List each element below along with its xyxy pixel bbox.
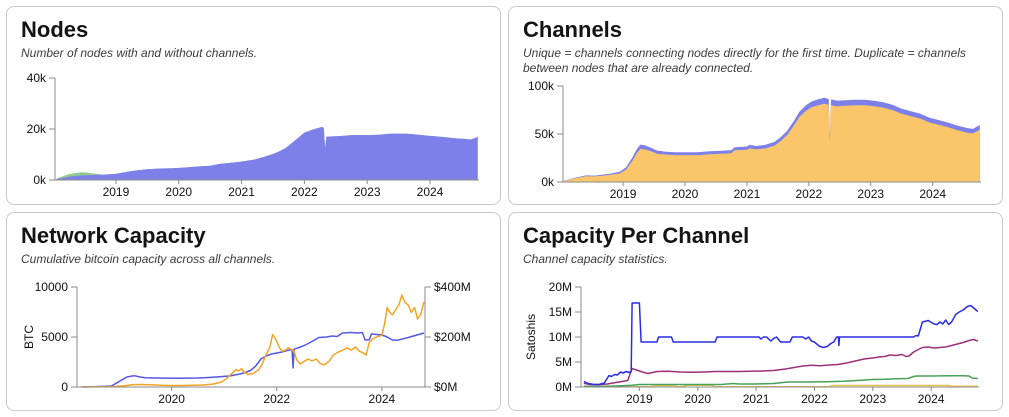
- y-tick-label: 10M: [549, 330, 572, 344]
- capacity-per-channel-chart[interactable]: 0M 5M 10M 15M 20M 2019 2020 2021 2022 2023 2024 Sat…: [523, 277, 987, 411]
- y-tick-label-right: $400M: [434, 280, 471, 294]
- x-tick-label: 2023: [859, 392, 886, 406]
- x-tick-label: 2021: [734, 187, 761, 201]
- x-tick-label: 2020: [684, 392, 711, 406]
- y-axis-title: BTC: [22, 325, 36, 349]
- y-tick-label: 20k: [27, 122, 47, 136]
- y-tick-label: 5000: [41, 330, 68, 344]
- x-tick-label: 2023: [354, 185, 381, 199]
- x-tick-label: 2020: [165, 185, 192, 199]
- y-tick-label-right: $200M: [434, 330, 471, 344]
- x-tick-label: 2020: [672, 187, 699, 201]
- x-tick-label: 2019: [103, 185, 130, 199]
- channels-card: Channels Unique = channels connecting no…: [508, 6, 1003, 205]
- y-tick-label: 0k: [541, 175, 555, 189]
- unique-channels-area: [564, 103, 980, 182]
- network-capacity-card: Network Capacity Cumulative bitcoin capa…: [6, 212, 501, 411]
- channels-card-subtitle: Unique = channels connecting nodes direc…: [523, 46, 966, 75]
- stat-purple-line: [583, 338, 979, 386]
- y-tick-label: 5M: [555, 355, 572, 369]
- y-tick-label-right: $0M: [434, 380, 457, 394]
- capacity-per-channel-card-subtitle: Channel capacity statistics.: [523, 252, 668, 266]
- y-tick-label: 10000: [35, 280, 69, 294]
- capacity-btc-line: [82, 331, 425, 388]
- capacity-usd-line: [82, 294, 425, 388]
- y-tick-label: 40k: [27, 71, 47, 85]
- stat-blue-line: [583, 302, 979, 386]
- x-tick-label: 2022: [795, 187, 822, 201]
- network-capacity-card-subtitle: Cumulative bitcoin capacity across all c…: [21, 252, 276, 266]
- channels-card-title: Channels: [523, 17, 623, 42]
- y-tick-label: 0: [61, 380, 68, 394]
- x-tick-label: 2022: [291, 185, 318, 199]
- nodes-purple-area: [56, 127, 478, 180]
- x-tick-label: 2019: [610, 187, 637, 201]
- y-tick-label: 20M: [549, 280, 572, 294]
- channels-chart[interactable]: 0k 50k 100k 2019 2020 2021 2022 2023 2024: [523, 80, 987, 202]
- x-tick-label: 2024: [417, 185, 444, 199]
- y-axis-title: Satoshis: [524, 314, 538, 360]
- capacity-per-channel-card-title: Capacity Per Channel: [523, 223, 750, 248]
- nodes-card-title: Nodes: [21, 17, 89, 42]
- y-tick-label: 50k: [535, 127, 555, 141]
- network-capacity-chart[interactable]: 0 5000 10000 $0M $200M $400M 2020 2022 2024 BTC: [21, 277, 485, 411]
- x-tick-label: 2020: [158, 392, 185, 406]
- nodes-card-subtitle: Number of nodes with and without channel…: [21, 46, 258, 60]
- x-tick-label: 2024: [918, 392, 945, 406]
- x-tick-label: 2022: [801, 392, 828, 406]
- x-tick-label: 2022: [263, 392, 290, 406]
- x-tick-label: 2024: [919, 187, 946, 201]
- x-tick-label: 2023: [857, 187, 884, 201]
- x-tick-label: 2019: [626, 392, 653, 406]
- x-tick-label: 2021: [228, 185, 255, 199]
- nodes-chart[interactable]: 0k 20k 40k 2019 2020 2021 2022 2023 2024: [21, 70, 485, 202]
- stat-green-line: [583, 375, 978, 388]
- y-tick-label: 100k: [528, 80, 555, 93]
- y-tick-label: 15M: [549, 305, 572, 319]
- x-tick-label: 2024: [369, 392, 396, 406]
- y-tick-label: 0k: [33, 173, 47, 187]
- nodes-card: Nodes Number of nodes with and without c…: [6, 6, 501, 205]
- x-tick-label: 2021: [743, 392, 770, 406]
- y-tick-label: 0M: [555, 380, 572, 394]
- capacity-per-channel-card: Capacity Per Channel Channel capacity st…: [508, 212, 1003, 411]
- network-capacity-card-title: Network Capacity: [21, 223, 206, 248]
